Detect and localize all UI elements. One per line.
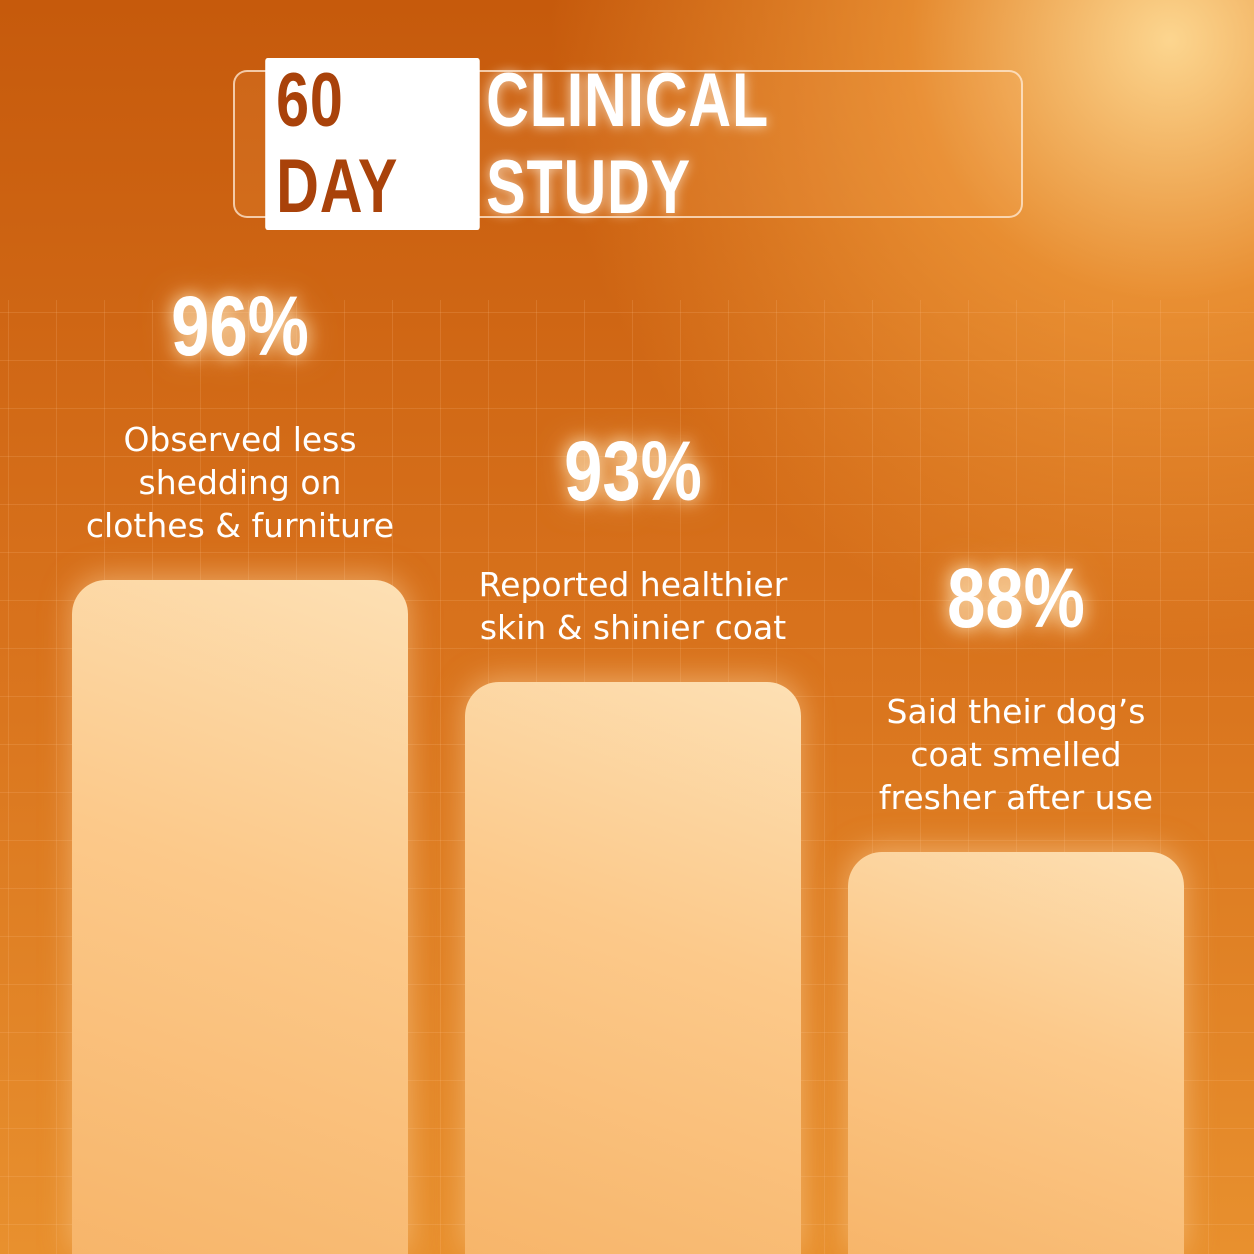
category-label: skin & shinier coat (479, 608, 787, 647)
category-label: Reported healthier (478, 565, 788, 604)
value-label: 93% (564, 424, 702, 518)
bar (465, 682, 801, 1254)
category-label: Observed less (123, 420, 357, 459)
bar (848, 852, 1184, 1254)
value-label: 88% (947, 551, 1085, 645)
bar (72, 580, 408, 1254)
chart-title: CLINICAL STUDY (485, 58, 768, 230)
title-box: 60 DAY CLINICAL STUDY (233, 58, 1023, 230)
title-badge: 60 DAY (265, 58, 480, 230)
category-label: coat smelled (910, 735, 1122, 774)
category-label: fresher after use (878, 778, 1154, 817)
category-label: clothes & furniture (85, 506, 395, 545)
value-label: 96% (171, 279, 309, 373)
category-label: shedding on (138, 463, 342, 502)
category-label: Said their dog’s (886, 692, 1146, 731)
